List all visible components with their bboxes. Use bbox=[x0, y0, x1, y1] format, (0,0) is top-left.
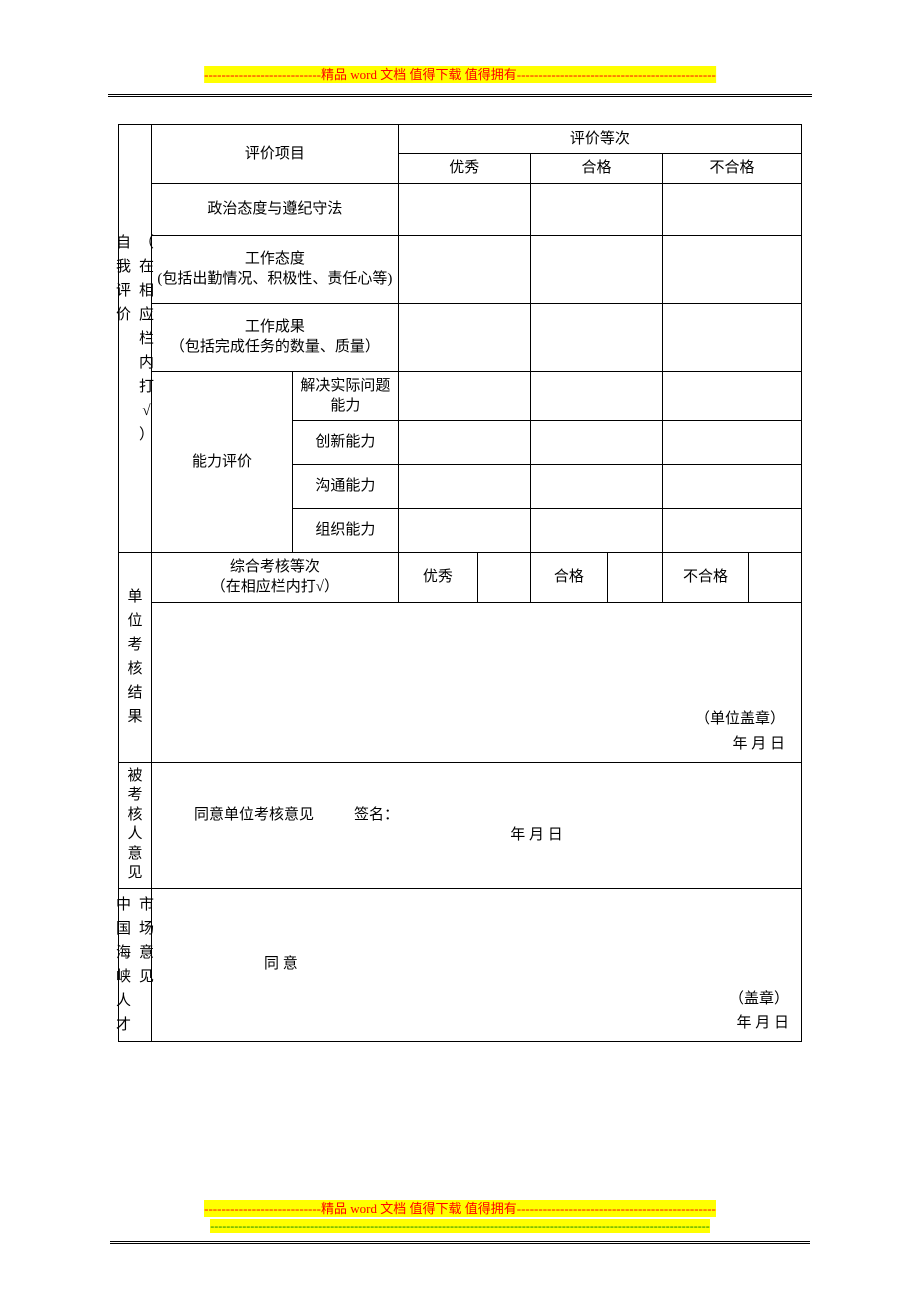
grade-pass: 合格 bbox=[530, 154, 662, 183]
a2-fail[interactable] bbox=[663, 421, 802, 465]
a4-pass[interactable] bbox=[530, 509, 662, 553]
overall-pass-mark[interactable] bbox=[607, 553, 662, 603]
row1-fail[interactable] bbox=[663, 183, 802, 235]
row1-excellent[interactable] bbox=[398, 183, 530, 235]
market-opinion-label: 中国海峡人才 市场意见 bbox=[119, 888, 152, 1041]
unit-result-body-row: （单位盖章） 年 月 日 bbox=[119, 602, 802, 762]
footer-banner: ---------------------------精品 word 文档 值得… bbox=[110, 1198, 810, 1244]
market-date: 年 月 日 bbox=[729, 1011, 789, 1035]
a4-fail[interactable] bbox=[663, 509, 802, 553]
footer-subdashes: ----------------------------------------… bbox=[210, 1219, 710, 1233]
row2-excellent[interactable] bbox=[398, 235, 530, 303]
ability-3: 沟通能力 bbox=[293, 465, 399, 509]
overall-row: 单位考核结果 综合考核等次 （在相应栏内打√） 优秀 合格 不合格 bbox=[119, 553, 802, 603]
table-row: 工作成果 （包括完成任务的数量、质量） bbox=[119, 303, 802, 371]
a2-pass[interactable] bbox=[530, 421, 662, 465]
overall-excellent-label: 优秀 bbox=[398, 553, 477, 603]
subject-agree: 同意单位考核意见 bbox=[194, 805, 314, 825]
ability-header: 能力评价 bbox=[152, 371, 293, 553]
unit-date: 年 月 日 bbox=[154, 732, 785, 758]
a2-excellent[interactable] bbox=[398, 421, 530, 465]
table-row: 工作态度 (包括出勤情况、积极性、责任心等) bbox=[119, 235, 802, 303]
footer-dashes-right: ----------------------------------------… bbox=[517, 1201, 716, 1216]
header-row-1: 自我评价 （在相应栏内打√） 评价项目 评价等次 bbox=[119, 125, 802, 154]
banner-dashes-left: --------------------------- bbox=[204, 67, 321, 82]
subject-date: 年 月 日 bbox=[154, 825, 799, 845]
subject-opinion-label: 被考核人意见 bbox=[119, 762, 152, 888]
row3-excellent[interactable] bbox=[398, 303, 530, 371]
a4-excellent[interactable] bbox=[398, 509, 530, 553]
row2-title: 工作态度 bbox=[154, 249, 396, 269]
overall-excellent-mark[interactable] bbox=[478, 553, 531, 603]
unit-result-body[interactable]: （单位盖章） 年 月 日 bbox=[152, 602, 802, 762]
banner-text: 精品 word 文档 值得下载 值得拥有 bbox=[321, 67, 517, 82]
self-eval-main: 自我评价 bbox=[116, 231, 131, 447]
market-stamp: （盖章） bbox=[729, 987, 789, 1011]
header-rule bbox=[108, 94, 812, 97]
row2-pass[interactable] bbox=[530, 235, 662, 303]
grade-fail: 不合格 bbox=[663, 154, 802, 183]
footer-rule bbox=[110, 1241, 810, 1244]
market-opinion-row: 中国海峡人才 市场意见 同 意 （盖章） 年 月 日 bbox=[119, 888, 802, 1041]
overall-l1: 综合考核等次 bbox=[154, 557, 396, 577]
a3-pass[interactable] bbox=[530, 465, 662, 509]
self-eval-label-cell: 自我评价 （在相应栏内打√） bbox=[119, 125, 152, 553]
row2-sub: (包括出勤情况、积极性、责任心等) bbox=[154, 269, 396, 289]
footer-dashes-left: --------------------------- bbox=[204, 1201, 321, 1216]
a1-fail[interactable] bbox=[663, 371, 802, 421]
a3-excellent[interactable] bbox=[398, 465, 530, 509]
row1-label: 政治态度与遵纪守法 bbox=[152, 183, 399, 235]
market-col1: 中国海峡人才 bbox=[116, 893, 131, 1037]
row2-label: 工作态度 (包括出勤情况、积极性、责任心等) bbox=[152, 235, 399, 303]
overall-label: 综合考核等次 （在相应栏内打√） bbox=[152, 553, 399, 603]
table-row: 政治态度与遵纪守法 bbox=[119, 183, 802, 235]
unit-stamp: （单位盖章） bbox=[154, 707, 785, 733]
row2-fail[interactable] bbox=[663, 235, 802, 303]
row1-pass[interactable] bbox=[530, 183, 662, 235]
row3-fail[interactable] bbox=[663, 303, 802, 371]
subject-sign: 签名： bbox=[354, 805, 399, 825]
row3-sub: （包括完成任务的数量、质量） bbox=[154, 337, 396, 357]
overall-fail-mark[interactable] bbox=[748, 553, 801, 603]
footer-text: 精品 word 文档 值得下载 值得拥有 bbox=[321, 1201, 517, 1216]
header-banner: ---------------------------精品 word 文档 值得… bbox=[204, 64, 716, 84]
ability-1: 解决实际问题能力 bbox=[293, 371, 399, 421]
a1-pass[interactable] bbox=[530, 371, 662, 421]
evaluation-table: 自我评价 （在相应栏内打√） 评价项目 评价等次 优秀 合格 不合格 政治态度与… bbox=[118, 124, 802, 1042]
table-row: 能力评价 解决实际问题能力 bbox=[119, 371, 802, 421]
market-agree: 同 意 bbox=[154, 954, 799, 974]
subject-opinion-body[interactable]: 同意单位考核意见 签名： 年 月 日 bbox=[152, 762, 802, 888]
market-opinion-body[interactable]: 同 意 （盖章） 年 月 日 bbox=[152, 888, 802, 1041]
row3-pass[interactable] bbox=[530, 303, 662, 371]
overall-pass-label: 合格 bbox=[530, 553, 607, 603]
overall-l2: （在相应栏内打√） bbox=[154, 577, 396, 597]
grade-excellent: 优秀 bbox=[398, 154, 530, 183]
eval-item-header: 评价项目 bbox=[152, 125, 399, 184]
a3-fail[interactable] bbox=[663, 465, 802, 509]
subject-opinion-row: 被考核人意见 同意单位考核意见 签名： 年 月 日 bbox=[119, 762, 802, 888]
form-container: 自我评价 （在相应栏内打√） 评价项目 评价等次 优秀 合格 不合格 政治态度与… bbox=[118, 124, 802, 1042]
banner-dashes-right: ----------------------------------------… bbox=[517, 67, 716, 82]
overall-fail-label: 不合格 bbox=[663, 553, 749, 603]
a1-excellent[interactable] bbox=[398, 371, 530, 421]
ability-4: 组织能力 bbox=[293, 509, 399, 553]
unit-result-label: 单位考核结果 bbox=[119, 553, 152, 763]
row3-label: 工作成果 （包括完成任务的数量、质量） bbox=[152, 303, 399, 371]
ability-2: 创新能力 bbox=[293, 421, 399, 465]
self-eval-note: （在相应栏内打√） bbox=[139, 231, 154, 447]
row3-title: 工作成果 bbox=[154, 317, 396, 337]
grade-header: 评价等次 bbox=[398, 125, 801, 154]
